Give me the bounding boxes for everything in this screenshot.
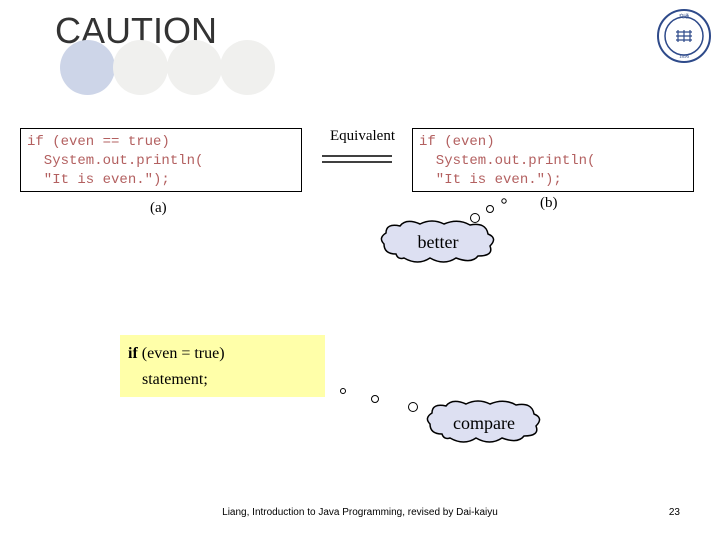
caution-line-1: if (even = true) bbox=[128, 341, 317, 367]
footer-text: Liang, Introduction to Java Programming,… bbox=[0, 507, 720, 518]
circle-2 bbox=[113, 40, 168, 95]
equivalent-arrow-icon bbox=[320, 152, 400, 168]
label-b: (b) bbox=[540, 195, 558, 212]
caution-line-2: statement; bbox=[128, 367, 317, 393]
thought-bubbles-compare-icon bbox=[335, 385, 435, 415]
code-block-b: if (even) System.out.println( "It is eve… bbox=[412, 128, 694, 192]
page-number: 23 bbox=[669, 507, 680, 518]
circle-4 bbox=[220, 40, 275, 95]
cloud-callout-better bbox=[378, 220, 498, 264]
svg-text:1896: 1896 bbox=[679, 55, 690, 60]
label-a: (a) bbox=[150, 200, 167, 217]
decoration-circles bbox=[60, 40, 269, 100]
circle-3 bbox=[167, 40, 222, 95]
caution-code-box: if (even = true) statement; bbox=[120, 335, 325, 397]
cloud-callout-compare bbox=[424, 400, 544, 444]
svg-text:交通: 交通 bbox=[679, 13, 689, 20]
equivalent-label: Equivalent bbox=[330, 128, 395, 145]
code-block-a: if (even == true) System.out.println( "I… bbox=[20, 128, 302, 192]
university-seal-icon: 交通 1896 bbox=[656, 8, 712, 64]
circle-1 bbox=[60, 40, 115, 95]
